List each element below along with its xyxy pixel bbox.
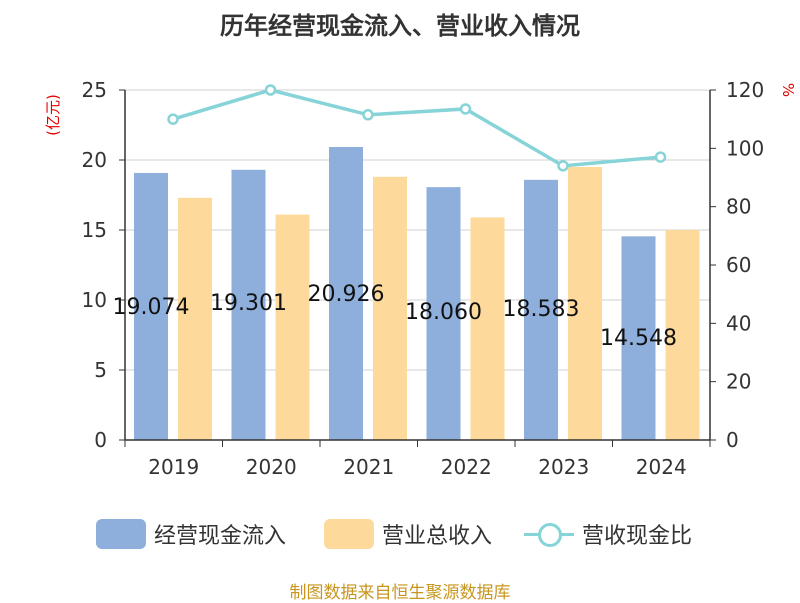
bar-revenue-2021 bbox=[373, 176, 407, 441]
right-axis-tick-label: 80 bbox=[726, 195, 751, 219]
legend-swatch-cash-inflow bbox=[96, 519, 146, 549]
data-label-cash-inflow-2021: 20.926 bbox=[308, 282, 385, 307]
legend-label-ratio: 营收现金比 bbox=[582, 524, 693, 549]
right-axis-tick-label: 0 bbox=[726, 428, 739, 452]
legend-item-cash-inflow[interactable]: 经营现金流入 bbox=[96, 516, 286, 552]
left-axis-tick-label: 5 bbox=[94, 358, 107, 382]
bar-revenue-2022 bbox=[470, 217, 505, 440]
data-label-cash-inflow-2022: 18.060 bbox=[405, 300, 482, 325]
legend: 经营现金流入 营业总收入 营收现金比 bbox=[0, 516, 800, 556]
bar-revenue-2023 bbox=[568, 167, 602, 440]
point-ratio-2020 bbox=[264, 84, 277, 96]
x-axis-tick-label: 2020 bbox=[246, 455, 297, 479]
chart-title: 历年经营现金流入、营业收入情况 bbox=[220, 12, 580, 40]
bar-revenue-2024 bbox=[665, 230, 700, 440]
right-axis-tick-label: 40 bbox=[726, 311, 751, 335]
left-axis-tick-label: 25 bbox=[82, 78, 107, 102]
bar-revenue-2019 bbox=[178, 197, 212, 440]
bar-cash-inflow-2024 bbox=[621, 236, 656, 440]
point-ratio-2022 bbox=[459, 103, 472, 115]
x-axis-tick-label: 2021 bbox=[343, 455, 394, 479]
line-revenue-cash-ratio bbox=[172, 88, 661, 168]
bar-cash-inflow-2021 bbox=[329, 147, 363, 440]
point-ratio-2024 bbox=[654, 151, 667, 163]
chart-area: 0 5 10 15 20 25 0 20 40 60 80 100 120 (亿元)% 2019 2020 20… bbox=[44, 78, 797, 479]
data-label-cash-inflow-2019: 19.074 bbox=[113, 295, 190, 320]
x-axis-tick-label: 2022 bbox=[441, 455, 492, 479]
left-axis-tick-label: 0 bbox=[94, 428, 107, 452]
left-axis-tick-label: 10 bbox=[82, 288, 107, 312]
right-axis-tick-label: 120 bbox=[726, 78, 764, 102]
right-axis-tick-label: 20 bbox=[726, 370, 751, 394]
legend-label-cash-inflow: 经营现金流入 bbox=[154, 524, 287, 549]
bar-cash-inflow-2020 bbox=[231, 169, 266, 440]
legend-swatch-revenue bbox=[324, 519, 374, 549]
left-axis-tick-label: 20 bbox=[82, 148, 107, 172]
bar-cash-inflow-2023 bbox=[524, 179, 558, 440]
data-label-cash-inflow-2024: 14.548 bbox=[600, 326, 677, 351]
legend-item-revenue[interactable]: 营业总收入 bbox=[324, 516, 492, 552]
bar-revenue-2020 bbox=[275, 214, 310, 440]
data-label-cash-inflow-2020: 19.301 bbox=[210, 291, 287, 316]
legend-label-revenue: 营业总收入 bbox=[382, 524, 493, 549]
right-axis-tick-label: 60 bbox=[726, 253, 751, 277]
bar-cash-inflow-2022 bbox=[426, 187, 461, 440]
data-source-note: 制图数据来自恒生聚源数据库 bbox=[289, 583, 511, 603]
data-label-cash-inflow-2023: 18.583 bbox=[503, 297, 580, 322]
x-axis-tick-label: 2023 bbox=[538, 455, 589, 479]
right-axis-unit-label: % bbox=[779, 83, 797, 97]
legend-item-ratio[interactable]: 营收现金比 bbox=[524, 516, 692, 552]
right-axis-tick-label: 100 bbox=[726, 136, 764, 160]
x-axis-tick-label: 2019 bbox=[148, 455, 199, 479]
bar-cash-inflow-2019 bbox=[134, 172, 168, 441]
point-ratio-2021 bbox=[362, 109, 374, 121]
left-axis-unit-label: (亿元) bbox=[44, 94, 62, 136]
x-axis-tick-label: 2024 bbox=[636, 455, 687, 479]
point-ratio-2019 bbox=[167, 113, 179, 125]
left-axis-tick-label: 15 bbox=[82, 218, 107, 242]
legend-line-ratio-icon bbox=[524, 519, 574, 549]
point-ratio-2023 bbox=[557, 160, 569, 172]
